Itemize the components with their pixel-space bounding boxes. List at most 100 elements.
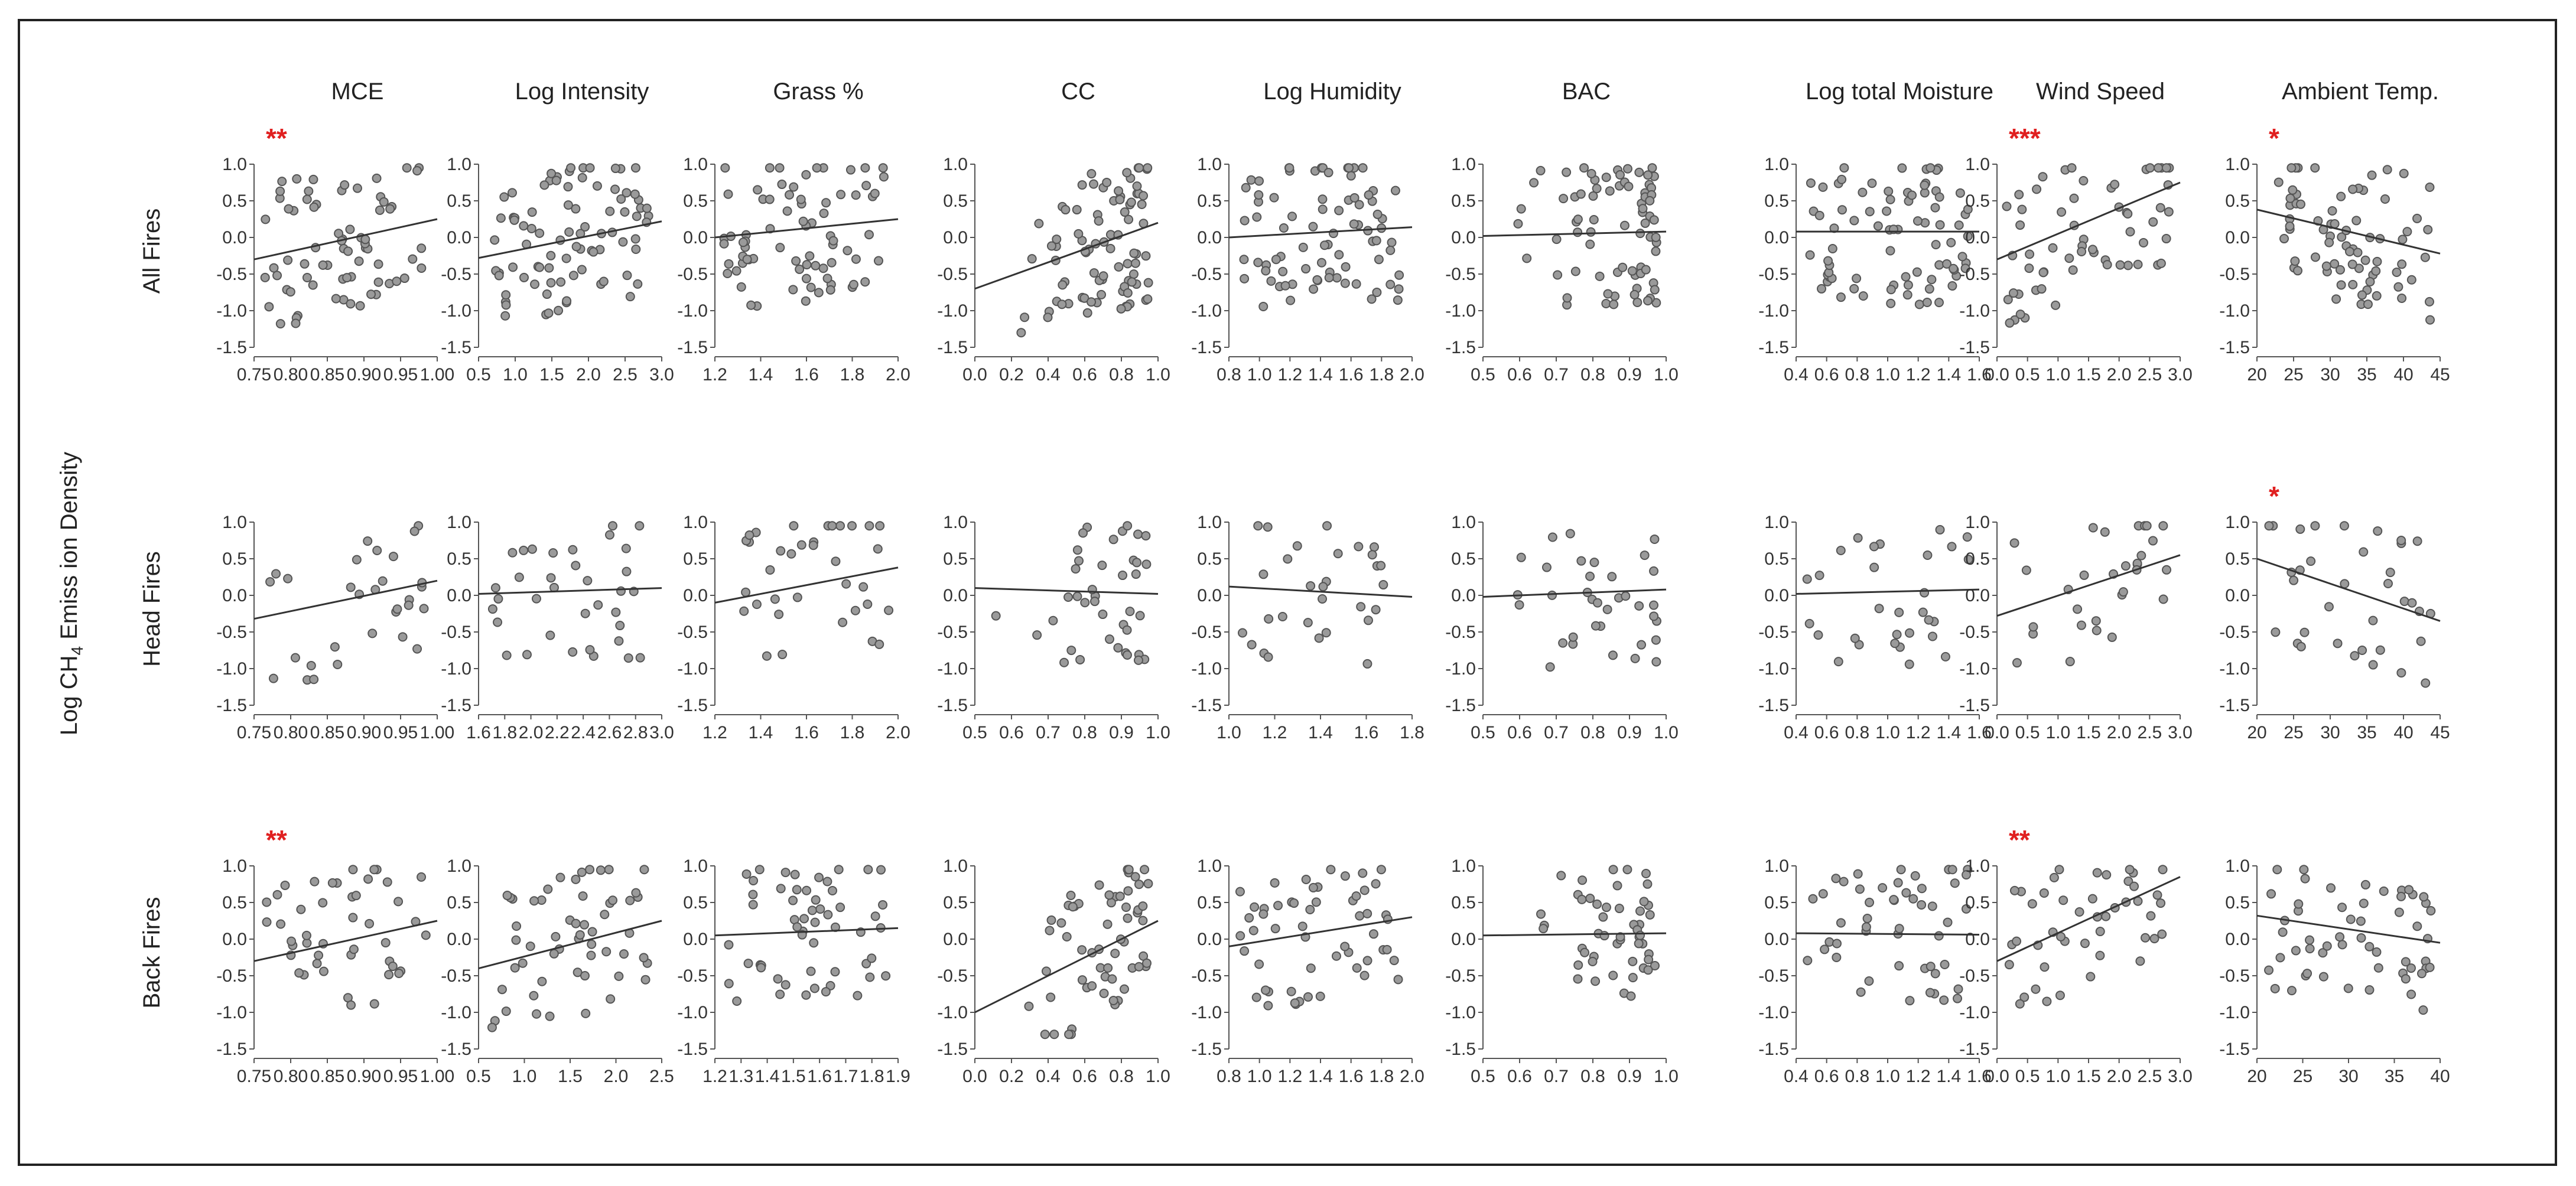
data-point [1034,219,1044,229]
data-point [501,290,511,300]
data-point [1940,959,1950,969]
data-point [1071,564,1081,574]
data-point [1131,569,1141,579]
data-point [2074,907,2084,917]
data-point [639,953,649,963]
data-point [601,947,612,957]
data-point [1930,203,1940,213]
data-point [1849,216,1859,226]
data-point [1894,924,1904,934]
data-point [2423,224,2433,234]
data-point [2347,259,2357,269]
data-point [580,608,590,618]
data-point [1072,545,1082,555]
x-tick-label: 2.0 [576,365,601,385]
data-point [850,605,860,615]
data-point [1046,241,1056,251]
data-point [571,242,581,252]
x-tick-label: 2.0 [519,723,544,742]
data-point [1133,655,1143,665]
data-point [302,194,312,204]
data-point [1573,960,1583,970]
data-point [1917,900,1927,910]
data-point [1376,561,1386,571]
x-tick-label: 0.85 [310,1067,344,1086]
data-point [2357,290,2367,300]
data-point [1356,602,1366,612]
data-point [1098,271,1108,281]
data-point [1297,921,1307,931]
data-point [1953,993,1963,1003]
data-point [1556,871,1566,881]
data-point [537,976,547,986]
data-point [1376,865,1386,875]
data-point [1649,600,1659,610]
column-title: Log Intensity [515,79,649,105]
data-point [501,300,511,310]
data-point [1098,610,1108,620]
data-point [2416,636,2426,646]
data-point [1914,299,1924,309]
y-tick-label: -0.5 [1758,265,1789,284]
x-tick-label: 0.8 [1072,723,1097,742]
data-point [301,930,311,940]
x-tick-label: 0.8 [1845,723,1869,742]
data-point [2336,280,2346,290]
x-tick-label: 0.7 [1544,1067,1569,1086]
data-point [1322,521,1332,531]
data-point [318,260,328,270]
data-point [1545,662,1555,672]
data-point [2092,625,2102,636]
data-point [744,530,754,540]
x-tick-label: 1.6 [1967,723,1992,742]
data-point [1287,211,1297,221]
data-point [417,263,427,273]
data-point [785,190,795,200]
figure-frame [18,19,2557,1166]
column-title: Log total Moisture [1806,79,1993,105]
x-tick-label: 3.0 [2168,1067,2193,1086]
data-point [2076,620,2086,630]
data-point [1839,877,1849,887]
data-point [1901,272,1911,282]
data-point [1559,194,1569,204]
data-point [1127,277,1137,287]
fit-line [478,920,662,970]
data-point [2019,992,2029,1002]
x-tick-label: 0.2 [999,365,1024,385]
data-point [2412,213,2422,223]
data-point [1539,924,1549,934]
data-point [342,273,352,283]
data-point [1878,883,1888,893]
x-tick-label: 0.85 [310,365,344,385]
data-point [2162,565,2172,575]
x-tick-label: 1.0 [1654,1067,1679,1086]
data-point [773,974,783,984]
data-point [630,163,640,173]
x-tick-label: 0.5 [2015,365,2040,385]
data-point [1651,232,1661,242]
y-tick-label: -0.5 [677,265,708,284]
data-point [2306,556,2316,566]
data-point [2372,291,2382,301]
data-point [875,521,885,531]
x-tick-label: 0.8 [1217,1067,1241,1086]
data-point [2012,658,2022,668]
data-point [2399,597,2409,607]
data-point [1332,273,1342,283]
data-point [379,197,389,207]
data-point [1321,628,1331,638]
data-point [1351,279,1361,289]
data-point [2426,906,2436,916]
y-tick-label: 0.0 [222,586,247,605]
data-point [375,205,385,215]
x-tick-label: 2.0 [604,1067,629,1086]
data-point [2290,256,2300,266]
data-point [1303,992,1313,1002]
y-tick-label: -0.5 [2219,966,2250,986]
data-point [2295,524,2305,534]
data-point [1064,1029,1074,1040]
data-point [853,990,863,1001]
data-point [1263,652,1273,662]
data-point [1824,937,1835,947]
